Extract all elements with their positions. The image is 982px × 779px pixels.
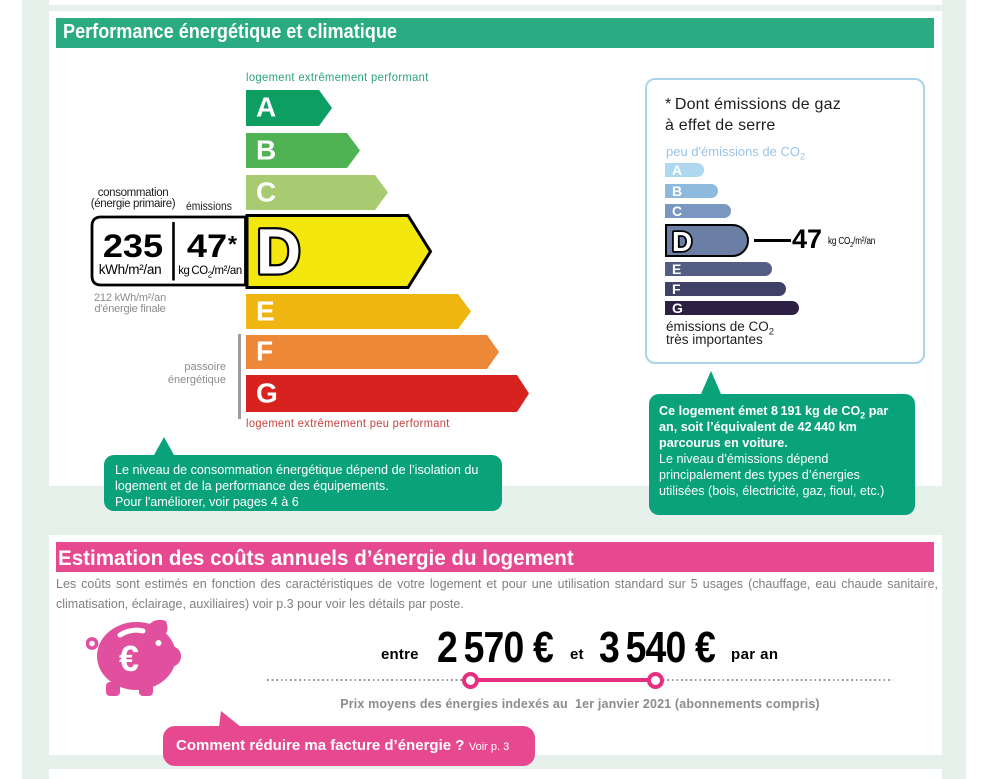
svg-text:D: D xyxy=(256,216,301,288)
svg-text:D: D xyxy=(672,226,692,257)
svg-text:€: € xyxy=(119,638,139,679)
